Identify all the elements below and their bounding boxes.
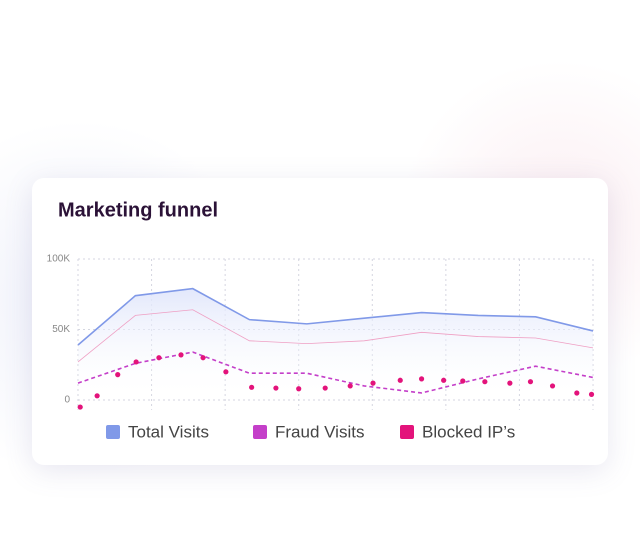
y-tick-label: 0 (64, 395, 70, 406)
dot (418, 376, 425, 382)
dot (77, 404, 83, 410)
legend-label: Blocked IP’s (422, 422, 515, 441)
y-tick-label: 50K (52, 324, 70, 335)
dot (296, 386, 302, 392)
legend-swatch (106, 425, 120, 439)
line (77, 309, 594, 363)
legend-swatch (253, 425, 267, 439)
legend-label: Fraud Visits (275, 422, 364, 441)
dot (370, 380, 376, 386)
dot (322, 385, 328, 391)
dot (178, 352, 184, 358)
line (77, 351, 594, 394)
dot (200, 355, 206, 361)
line (77, 287, 594, 346)
dot (347, 383, 353, 389)
dot (94, 393, 100, 399)
dot (223, 369, 229, 375)
dot (249, 384, 255, 390)
dot (460, 378, 466, 384)
dot (549, 383, 556, 389)
chart-title: Marketing funnel (58, 199, 218, 221)
dot (441, 377, 447, 383)
dot (273, 385, 279, 391)
dot (588, 391, 595, 397)
dot (482, 379, 488, 385)
dot (115, 372, 121, 378)
y-tick-label: 100K (47, 254, 71, 265)
dot (507, 380, 513, 386)
dot (397, 377, 403, 383)
dot (133, 359, 139, 365)
dot (156, 355, 162, 361)
legend-swatch (400, 425, 414, 439)
dot (527, 379, 534, 385)
area (78, 288, 593, 401)
legend-label: Total Visits (128, 422, 209, 441)
dot (574, 390, 580, 396)
